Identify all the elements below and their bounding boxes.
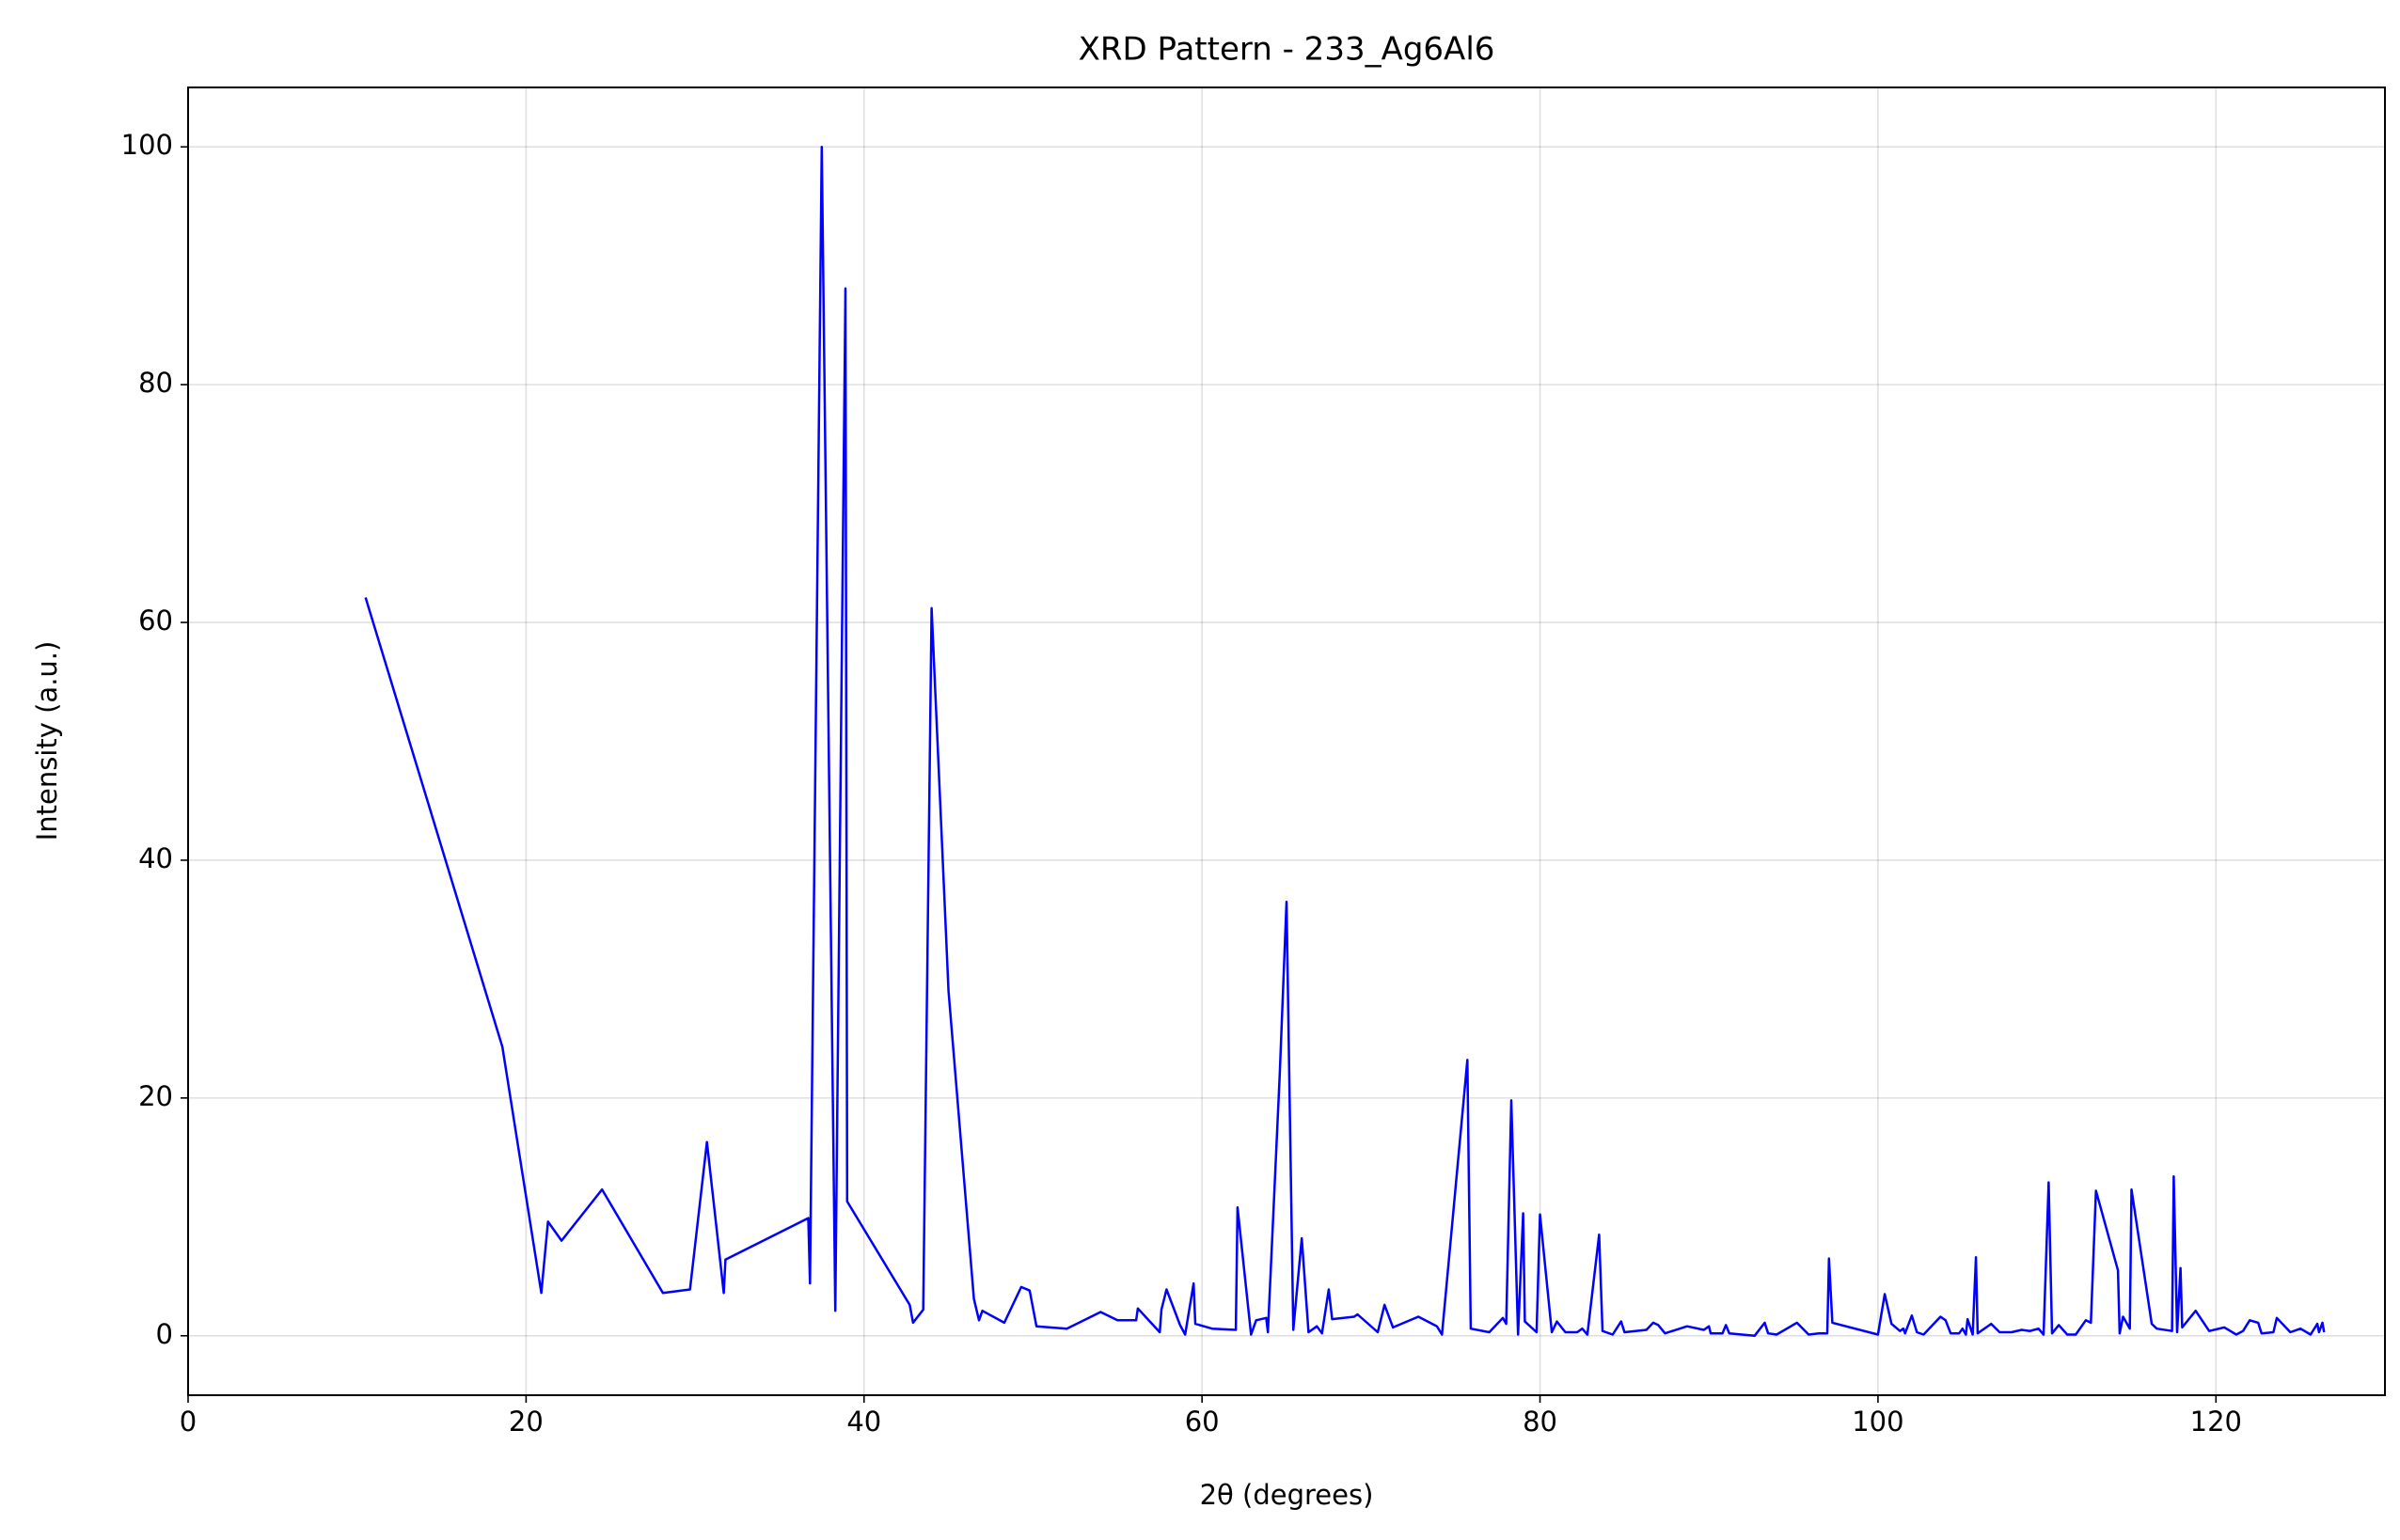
- data-line: [364, 145, 2326, 1338]
- x-tick-label: 100: [1852, 1406, 1903, 1438]
- chart-title: XRD Pattern - 233_Ag6Al6: [1079, 31, 1495, 69]
- x-tick-label: 20: [509, 1406, 544, 1438]
- y-tick-label: 20: [138, 1080, 173, 1112]
- y-tick-label: 80: [138, 367, 173, 399]
- x-tick-label: 120: [2190, 1406, 2242, 1438]
- plot-frame: [187, 86, 2386, 1396]
- x-axis-label: 2θ (degrees): [1200, 1479, 1374, 1511]
- y-tick-label: 0: [156, 1318, 173, 1350]
- x-tick-label: 40: [846, 1406, 881, 1438]
- y-tick-label: 40: [138, 842, 173, 874]
- x-tick-label: 60: [1185, 1406, 1220, 1438]
- x-tick-label: 0: [180, 1406, 197, 1438]
- y-tick-label: 60: [138, 605, 173, 636]
- y-axis-label: Intensity (a.u.): [31, 641, 63, 841]
- y-tick-label: 100: [121, 129, 173, 161]
- x-tick-label: 80: [1523, 1406, 1557, 1438]
